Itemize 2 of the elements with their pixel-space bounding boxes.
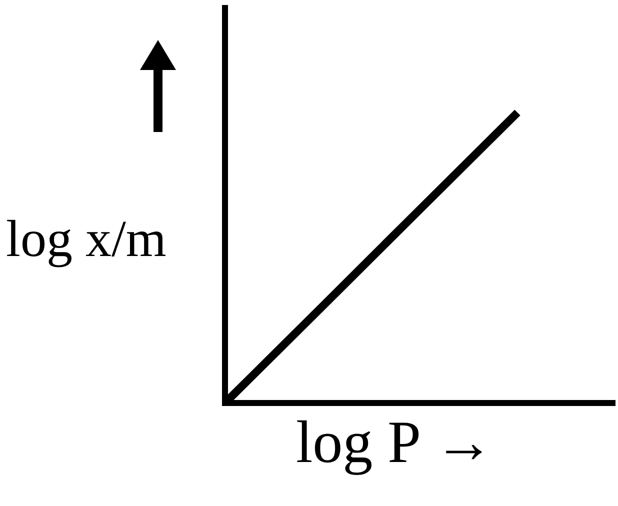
y-axis-title: log x/m	[6, 210, 166, 269]
x-axis-title: log P →	[296, 409, 494, 475]
